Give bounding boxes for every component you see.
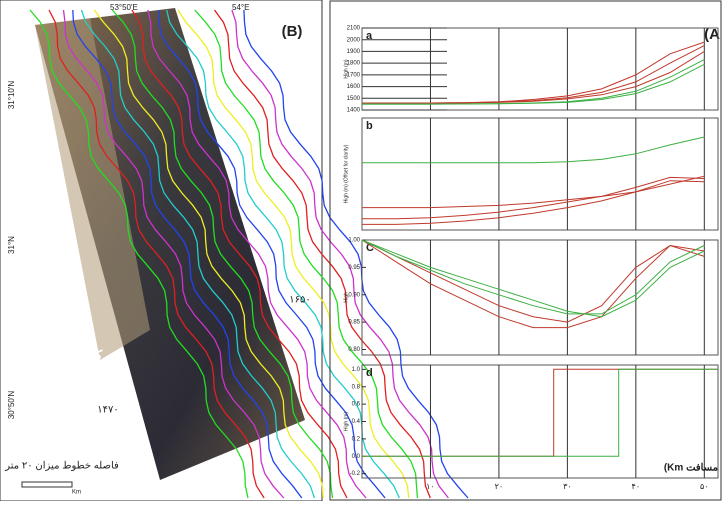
series-line [362, 59, 705, 105]
panel-letter: a [366, 30, 373, 42]
plain-area [35, 18, 150, 360]
y-tick-label: 0.90 [348, 292, 360, 298]
y-tick-label: 0.80 [348, 347, 360, 353]
contour-label: ۱۴۷۰ [97, 405, 118, 416]
scale-unit: Km [72, 490, 81, 496]
contour-line [62, 9, 285, 499]
series-line [362, 45, 705, 104]
series-line [362, 63, 705, 105]
series-line [361, 239, 705, 315]
lon-label: 54°E [232, 3, 249, 12]
scale-bar [21, 481, 73, 488]
panel-letter: C [366, 242, 374, 254]
series-line [362, 136, 705, 164]
y-tick-label: 0.8 [352, 384, 361, 390]
y-tick-label: 1800 [347, 61, 361, 67]
x-tick-label: ۵۰ [700, 482, 709, 491]
contour-line [177, 9, 410, 499]
contour-line [166, 9, 400, 499]
y-tick-label: 1700 [347, 72, 361, 78]
y-tick-label: 1.0 [352, 367, 361, 373]
contour-line [48, 9, 265, 499]
series-line [362, 50, 705, 104]
contour-line [93, 9, 324, 499]
contour-line [213, 9, 431, 499]
contours [29, 9, 469, 499]
contour-line [80, 9, 316, 499]
contour-line [131, 9, 348, 499]
y-axis-label: High (m) [343, 59, 349, 79]
contour-label: ۱۶۵۰ [289, 295, 310, 306]
y-tick-label: 0.4 [352, 419, 361, 425]
contour-line [72, 9, 303, 499]
series-line [362, 176, 705, 220]
x-tick-label: ۱۰ [426, 482, 435, 491]
y-tick-label: 1500 [347, 96, 361, 102]
contour-line [243, 9, 469, 499]
contour-line [157, 9, 386, 499]
lat-label: 31°N [7, 236, 16, 254]
series-line [362, 368, 718, 457]
lat-label: 31°10'N [7, 81, 16, 110]
x-axis-label: (Km مسافت [664, 463, 718, 474]
series-line [361, 239, 705, 318]
contour-line [111, 9, 334, 499]
panel-letter: d [366, 367, 373, 379]
y-tick-label: 2100 [347, 26, 361, 32]
y-tick-label: 0.95 [348, 265, 360, 271]
series-line [362, 175, 705, 209]
y-tick-label: 0.0 [352, 454, 361, 460]
y-axis-label: High [343, 292, 349, 303]
y-axis-label: High (m) (Offset for clarity) [343, 144, 349, 203]
y-tick-label: 1600 [347, 84, 361, 90]
x-tick-label: ۳۰ [563, 482, 572, 491]
y-axis-label: High (m) [343, 412, 349, 432]
y-tick-label: 1900 [347, 49, 361, 55]
chart-frame [329, 0, 722, 501]
y-tick-label: 2000 [347, 37, 361, 43]
y-tick-label: -0.2 [350, 471, 361, 477]
map-note: فاصله خطوط میزان ۲۰ متر [4, 461, 119, 472]
plot-frame [361, 117, 719, 231]
series-line [361, 239, 705, 329]
lat-label: 30°50'N [7, 391, 16, 420]
plot-frame [361, 364, 719, 479]
y-tick-label: 1400 [347, 108, 361, 114]
panel-letter: b [366, 120, 373, 132]
contour-line [194, 9, 419, 499]
plot-frame [361, 239, 719, 356]
x-tick-label: ۴۰ [632, 482, 641, 491]
y-tick-label: 0.2 [352, 436, 361, 442]
lon-label: 53°50'E [110, 3, 138, 12]
plot-frame [361, 27, 719, 111]
contour-line [231, 9, 449, 499]
contour-line [29, 9, 249, 499]
y-tick-label: 0.85 [348, 320, 360, 326]
place-name: کویر ابرقو [47, 347, 103, 363]
panel-label: (A [704, 26, 720, 43]
y-tick-label: 1.00 [348, 238, 360, 244]
series-line [362, 180, 705, 225]
x-tick-label: ۲۰ [495, 482, 504, 491]
charts: 1400 1500 1600 1700 1800 1900 2000 2100 a High (m… [343, 26, 719, 491]
y-tick-label: 0.6 [352, 402, 361, 408]
series-line [361, 239, 705, 323]
map-label: (B) [282, 23, 303, 40]
